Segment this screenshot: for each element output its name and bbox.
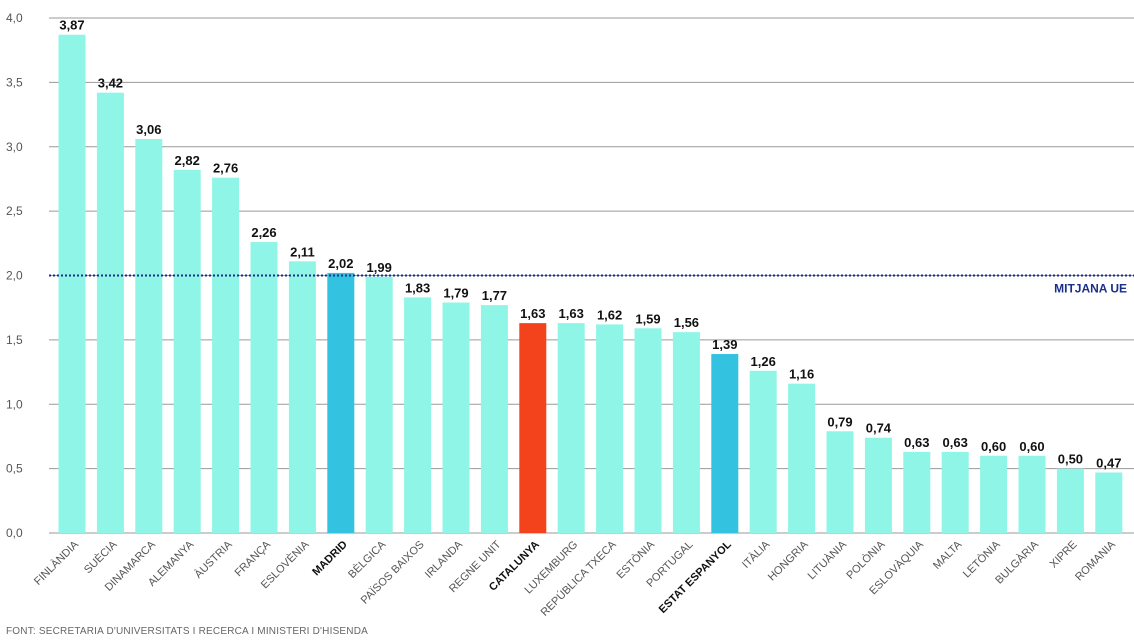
bar	[442, 302, 470, 533]
bar	[250, 242, 278, 533]
bar	[173, 169, 201, 534]
value-label: 2,76	[213, 161, 238, 176]
value-label: 1,59	[635, 311, 660, 326]
value-label: 2,11	[290, 244, 315, 259]
y-tick-label: 0,5	[6, 462, 23, 476]
value-label: 0,63	[943, 435, 968, 450]
y-tick-label: 2,5	[6, 204, 23, 218]
value-label: 0,60	[1019, 439, 1044, 454]
x-axis-labels: FINLÀNDIA SUÈCIADINAMARCAALEMANYAÀUSTRIAF…	[31, 537, 1118, 618]
gridlines	[49, 17, 1134, 534]
value-label: 1,77	[482, 288, 507, 303]
bar	[557, 323, 585, 533]
bar	[480, 305, 508, 533]
bar	[903, 451, 931, 533]
value-label: 0,50	[1058, 452, 1083, 467]
x-tick-label: REPÚBLICA TXECA	[538, 537, 619, 618]
bar	[288, 261, 316, 533]
y-tick-label: 3,0	[6, 140, 23, 154]
value-label: 0,47	[1096, 455, 1121, 470]
value-label: 0,63	[904, 435, 929, 450]
value-labels: 3,87 3,42 3,06 2,82 2,76 2,26 2,11 2,02 1,99 1,83…	[59, 18, 1121, 471]
value-label: 1,16	[789, 367, 814, 382]
bar	[212, 177, 240, 533]
value-label: 0,79	[827, 414, 852, 429]
bars	[58, 34, 1123, 534]
x-tick-label: MALTA	[931, 538, 965, 572]
value-label: 1,79	[443, 286, 468, 301]
reference-line-label: MITJANA UE	[1054, 282, 1127, 296]
bar	[404, 297, 432, 533]
value-label: 1,56	[674, 315, 699, 330]
y-tick-label: 2,0	[6, 269, 23, 283]
bar	[1056, 468, 1084, 533]
bar	[519, 323, 547, 533]
y-tick-label: 0,0	[6, 526, 23, 540]
x-tick-label: XIPRE	[1048, 539, 1080, 571]
bar	[327, 272, 355, 533]
bar	[365, 276, 393, 533]
source-note: FONT: SECRETARIA D'UNIVERSITATS I RECERC…	[6, 626, 369, 637]
bar	[634, 328, 662, 533]
bar	[58, 34, 86, 534]
value-label: 1,99	[367, 260, 392, 275]
bar	[826, 431, 854, 533]
value-label: 2,26	[251, 225, 276, 240]
x-tick-label: ESTAT ESPANYOL	[657, 538, 734, 615]
value-label: 3,42	[98, 76, 123, 91]
value-label: 1,26	[751, 354, 776, 369]
bar	[749, 370, 777, 533]
value-label: 0,74	[866, 421, 892, 436]
bar	[1095, 472, 1123, 533]
value-label: 1,83	[405, 280, 430, 295]
bar	[1018, 455, 1046, 533]
y-tick-label: 4,0	[6, 11, 23, 25]
x-tick-label: HONGRIA	[766, 538, 811, 583]
x-tick-label: ROMANIA	[1073, 538, 1118, 583]
x-tick-label: SUÈCIA	[81, 537, 120, 576]
x-tick-label: ITÀLIA	[739, 537, 772, 570]
value-label: 0,60	[981, 439, 1006, 454]
value-label: 1,63	[559, 306, 584, 321]
value-label: 1,62	[597, 307, 622, 322]
x-tick-label: MADRID	[310, 539, 350, 579]
bar	[672, 332, 700, 533]
bar	[711, 354, 739, 533]
y-tick-label: 3,5	[6, 75, 23, 89]
bar	[596, 324, 624, 533]
y-tick-label: 1,5	[6, 333, 23, 347]
value-label: 1,39	[712, 337, 737, 352]
value-label: 3,87	[59, 18, 84, 33]
value-label: 2,02	[328, 256, 353, 271]
y-axis-ticks: 0,0 0,5 1,0 1,5 2,0 2,5 3,0 3,5 4,0	[6, 11, 23, 540]
eu-average-line: MITJANA UE	[49, 274, 1134, 296]
bar	[864, 437, 892, 533]
bar	[135, 139, 163, 533]
x-tick-label: LITUÀNIA	[805, 537, 850, 582]
bar	[941, 451, 969, 533]
bar	[96, 92, 124, 534]
bar	[980, 455, 1008, 533]
value-label: 3,06	[136, 122, 161, 137]
x-tick-label: FINLÀNDIA	[31, 537, 81, 587]
value-label: 2,82	[175, 153, 200, 168]
x-tick-label: ÀUSTRIA	[192, 537, 235, 580]
bar	[788, 383, 816, 533]
value-label: 1,63	[520, 306, 545, 321]
y-tick-label: 1,0	[6, 397, 23, 411]
